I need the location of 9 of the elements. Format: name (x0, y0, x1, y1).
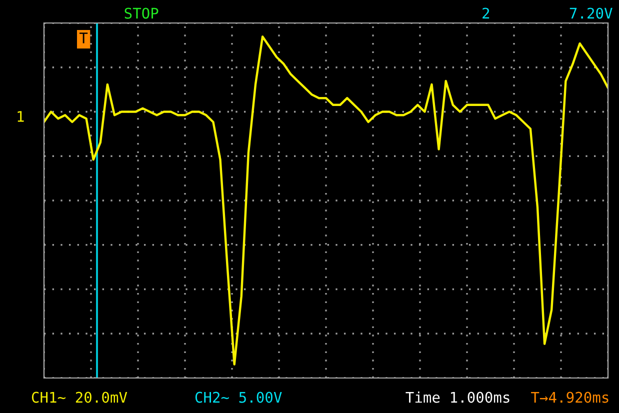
text: T→4.920ms (531, 392, 608, 403)
text: STOP (124, 8, 158, 19)
text: 2 (482, 8, 490, 19)
text: CH1~ 20.0mV (32, 392, 128, 403)
text: 7.20V (570, 8, 612, 19)
text: 1 (18, 111, 24, 122)
text: CH2~ 5.00V (195, 392, 282, 403)
annotation: T (80, 32, 88, 44)
text: Time 1.000ms (406, 392, 510, 403)
